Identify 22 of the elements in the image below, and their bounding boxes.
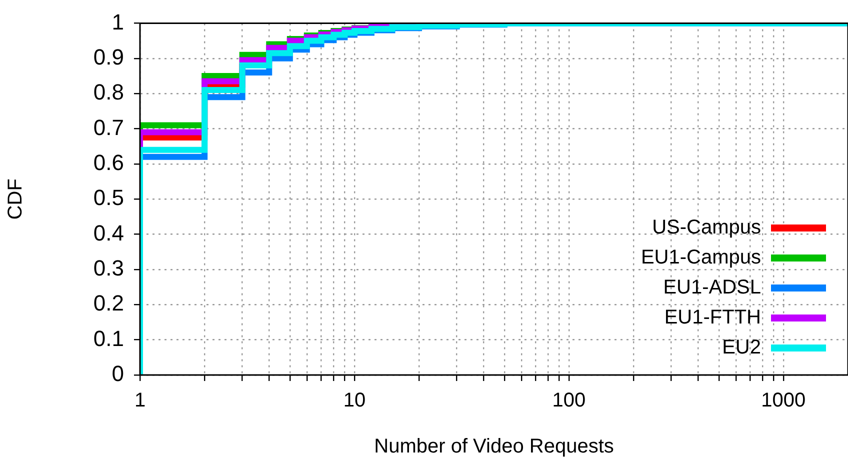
x-tick-label: 10	[343, 390, 366, 412]
y-tick-label: 0.2	[93, 290, 124, 316]
x-tick-label: 1	[134, 390, 146, 412]
y-tick-label: 0.3	[93, 256, 124, 281]
y-tick-label: 1	[112, 9, 124, 34]
x-tick-label: 1000	[761, 390, 806, 412]
y-tick-label: 0.1	[93, 326, 124, 351]
legend-label: EU2	[722, 336, 761, 359]
legend-label: US-Campus	[652, 216, 761, 239]
y-tick-label: 0.9	[93, 44, 124, 70]
legend-label: EU1-Campus	[640, 246, 761, 269]
y-tick-label: 0	[112, 361, 124, 386]
y-tick-label: 0.5	[93, 185, 124, 210]
x-axis-title: Number of Video Requests	[374, 436, 614, 458]
y-axis-title: CDF	[4, 178, 27, 220]
y-tick-label: 0.4	[93, 220, 124, 246]
legend-label: EU1-ADSL	[663, 276, 761, 299]
x-tick-label: 100	[552, 390, 586, 412]
y-tick-label: 0.8	[93, 80, 124, 105]
legend-label: EU1-FTTH	[664, 306, 761, 329]
y-tick-label: 0.6	[93, 150, 124, 175]
y-tick-label: 0.7	[93, 114, 124, 140]
